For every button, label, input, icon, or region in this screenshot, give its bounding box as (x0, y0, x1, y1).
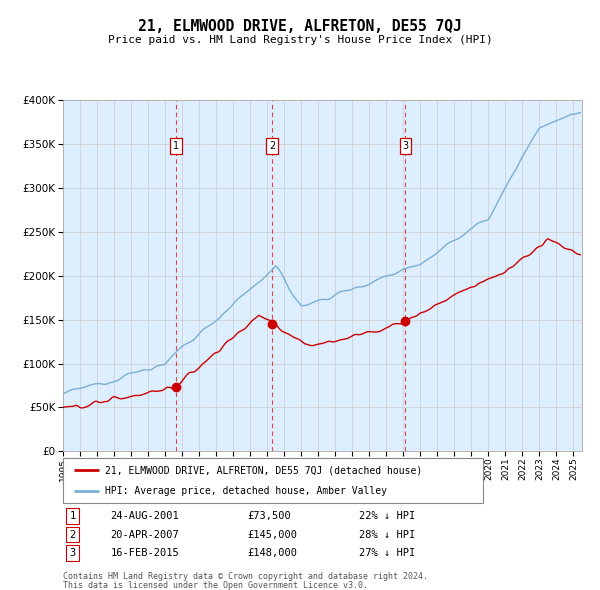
Text: 21, ELMWOOD DRIVE, ALFRETON, DE55 7QJ: 21, ELMWOOD DRIVE, ALFRETON, DE55 7QJ (138, 19, 462, 34)
Text: This data is licensed under the Open Government Licence v3.0.: This data is licensed under the Open Gov… (63, 581, 368, 589)
Text: £145,000: £145,000 (248, 530, 298, 539)
Text: 21, ELMWOOD DRIVE, ALFRETON, DE55 7QJ (detached house): 21, ELMWOOD DRIVE, ALFRETON, DE55 7QJ (d… (105, 466, 422, 476)
Text: 3: 3 (70, 548, 76, 558)
Text: 24-AUG-2001: 24-AUG-2001 (110, 511, 179, 521)
Text: £148,000: £148,000 (248, 548, 298, 558)
Text: 20-APR-2007: 20-APR-2007 (110, 530, 179, 539)
Text: 1: 1 (70, 511, 76, 521)
Text: 28% ↓ HPI: 28% ↓ HPI (359, 530, 415, 539)
Text: Price paid vs. HM Land Registry's House Price Index (HPI): Price paid vs. HM Land Registry's House … (107, 35, 493, 45)
Text: £73,500: £73,500 (248, 511, 292, 521)
Text: 22% ↓ HPI: 22% ↓ HPI (359, 511, 415, 521)
Text: 2: 2 (70, 530, 76, 539)
FancyBboxPatch shape (63, 458, 483, 503)
Text: 3: 3 (403, 141, 409, 151)
Text: 16-FEB-2015: 16-FEB-2015 (110, 548, 179, 558)
Text: 27% ↓ HPI: 27% ↓ HPI (359, 548, 415, 558)
Text: 1: 1 (173, 141, 179, 151)
Text: 2: 2 (269, 141, 275, 151)
Text: HPI: Average price, detached house, Amber Valley: HPI: Average price, detached house, Ambe… (105, 486, 387, 496)
Text: Contains HM Land Registry data © Crown copyright and database right 2024.: Contains HM Land Registry data © Crown c… (63, 572, 428, 581)
